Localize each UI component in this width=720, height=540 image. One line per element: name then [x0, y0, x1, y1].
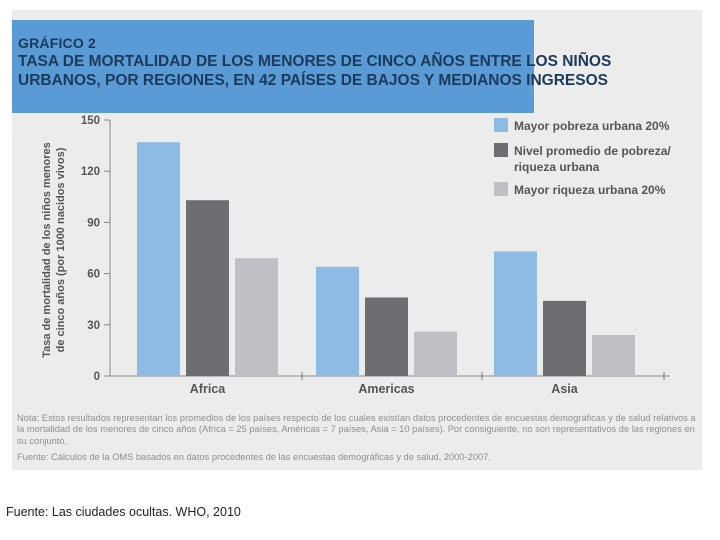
- bar-africa-series-3: [235, 258, 278, 376]
- y-tick-label: 0: [94, 371, 100, 383]
- y-tick-label: 60: [87, 269, 100, 281]
- bar-asia-series-2: [543, 301, 586, 376]
- x-category-label: Americas: [358, 382, 414, 396]
- chart-notes: Nota: Estos resultados representan los p…: [17, 413, 697, 463]
- y-axis-label-line2: de cinco años (por 1000 nacidos vivos): [55, 147, 67, 352]
- note-text: Nota: Estos resultados representan los p…: [17, 413, 697, 447]
- bar-asia-series-3: [592, 335, 635, 376]
- legend-swatch-series-1: [494, 118, 508, 132]
- y-tick-label: 30: [87, 320, 100, 332]
- legend-label-series-2: Nivel promedio de pobreza/: [514, 144, 671, 158]
- bar-chart: 0 30 60 90 120 150 Tasa de mortalidad de los n…: [12, 10, 702, 410]
- y-axis-label-line1: Tasa de mortalidad de los niños menores: [41, 142, 53, 358]
- legend-label-series-3: Mayor riqueza urbana 20%: [514, 183, 666, 197]
- legend-label-series-2: riqueza urbana: [514, 160, 600, 174]
- bar-asia-series-1: [494, 251, 537, 376]
- y-tick-label: 150: [81, 115, 100, 127]
- bar-africa-series-2: [186, 200, 229, 376]
- figure-panel: GRÁFICO 2 TASA DE MORTALIDAD DE LOS MENO…: [12, 10, 702, 470]
- legend-swatch-series-3: [494, 182, 508, 196]
- bar-americas-series-1: [316, 267, 359, 376]
- legend-swatch-series-2: [494, 143, 508, 157]
- source-note-text: Fuente: Cálculos de la OMS basados en da…: [17, 452, 697, 463]
- bar-americas-series-3: [414, 332, 457, 376]
- y-tick-label: 90: [87, 217, 100, 229]
- bar-africa-series-1: [137, 142, 180, 376]
- source-caption: Fuente: Las ciudades ocultas. WHO, 2010: [6, 505, 241, 519]
- x-category-label: Asia: [551, 382, 578, 396]
- y-tick-label: 120: [81, 166, 100, 178]
- legend-label-series-1: Mayor pobreza urbana 20%: [514, 119, 670, 133]
- x-category-label: Africa: [190, 382, 226, 396]
- bar-americas-series-2: [365, 297, 408, 376]
